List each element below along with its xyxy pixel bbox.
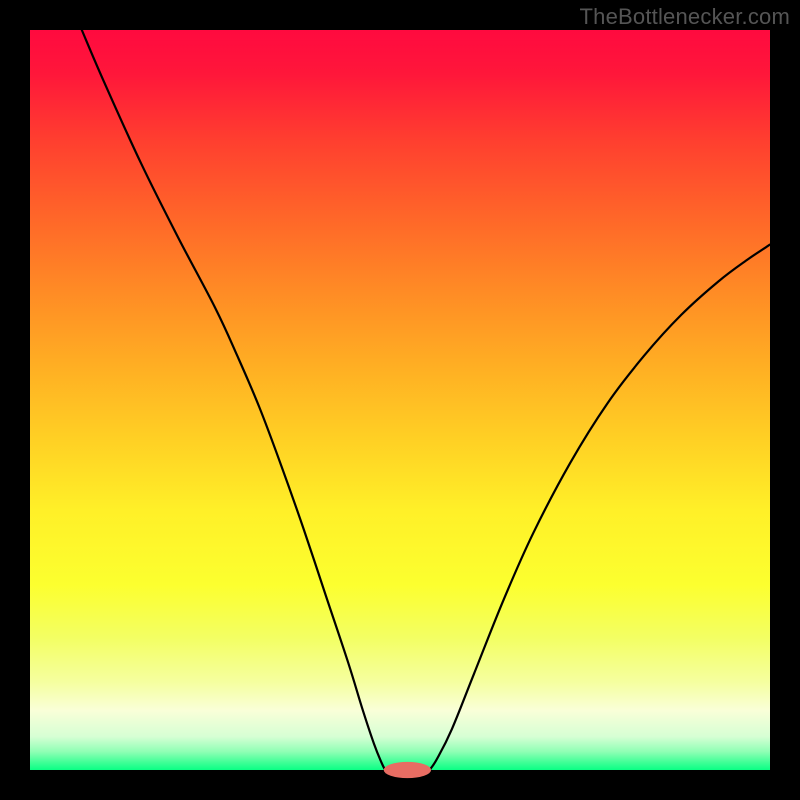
bottleneck-chart bbox=[0, 0, 800, 800]
chart-container: TheBottlenecker.com bbox=[0, 0, 800, 800]
optimum-marker bbox=[384, 762, 431, 778]
plot-background bbox=[30, 30, 770, 770]
